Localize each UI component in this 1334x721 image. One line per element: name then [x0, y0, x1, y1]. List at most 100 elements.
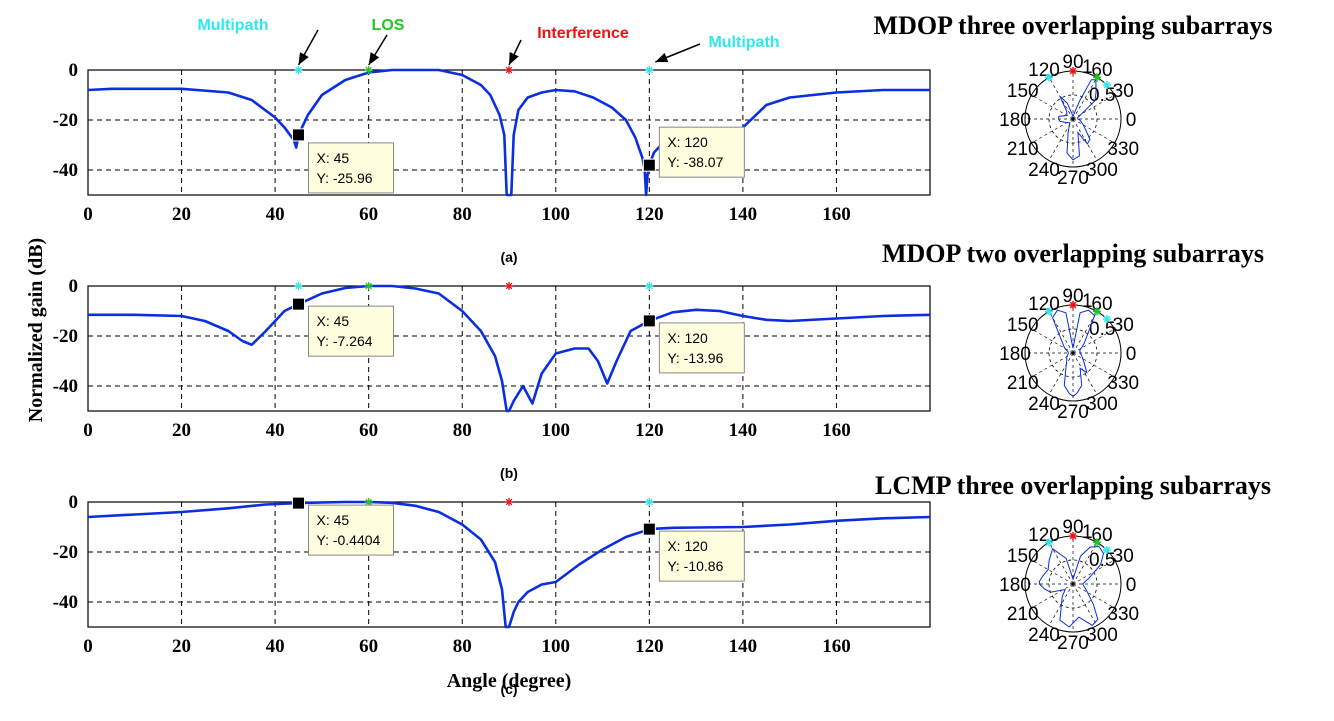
- polar-marker: [1069, 532, 1077, 540]
- annotation-arrowhead: [655, 52, 669, 63]
- datatip-y: Y: -13.96: [667, 350, 723, 366]
- polar-pattern: [1038, 546, 1105, 628]
- y-tick-label: -40: [53, 160, 78, 181]
- datatip-marker: [642, 522, 656, 536]
- marker-stroke: [295, 282, 302, 290]
- annotation-arrowhead: [298, 52, 309, 65]
- x-tick-label: 100: [542, 204, 571, 225]
- polar-angle-label: 330: [1107, 139, 1139, 160]
- annotation-arrowhead: [368, 52, 380, 65]
- polar-marker: [1045, 74, 1053, 81]
- direction-marker: [645, 498, 654, 506]
- polar-angle-label: 0: [1126, 575, 1137, 596]
- panel-sublabel: (c): [500, 681, 517, 697]
- x-axis-label: Angle (degree): [447, 670, 572, 692]
- datatip-y: Y: -10.86: [667, 558, 723, 574]
- gain-curve: [88, 500, 930, 629]
- polar-spoke: [1031, 559, 1074, 585]
- polar-spoke: [1072, 118, 1115, 144]
- polar-marker: [1103, 315, 1111, 323]
- polar-angle-label: 120: [1028, 60, 1060, 81]
- polar-angle-label: 30: [1113, 81, 1134, 102]
- x-tick-label: 160: [822, 636, 851, 657]
- datatip-marker: [292, 128, 305, 142]
- polar-spoke: [1072, 583, 1115, 609]
- polar-angle-label: 330: [1107, 604, 1139, 625]
- marker-stroke: [365, 66, 372, 74]
- y-tick-label: -20: [53, 326, 78, 347]
- x-tick-label: 40: [266, 420, 285, 441]
- plot-frame: [87, 501, 931, 628]
- polar-angle-label: 150: [1007, 546, 1039, 567]
- x-tick-label: 120: [635, 420, 664, 441]
- x-tick-label: 20: [172, 636, 191, 657]
- polar-angle-label: 330: [1107, 373, 1139, 394]
- direction-marker: [645, 282, 654, 290]
- gain-curve: [88, 284, 930, 413]
- polar-angle-label: 270: [1057, 402, 1089, 423]
- x-tick-label: 60: [359, 636, 378, 657]
- polar-angle-label: 180: [999, 110, 1031, 131]
- x-tick-label: 40: [266, 204, 285, 225]
- top-annotations: Multipath LOS Interference Multipath: [197, 17, 780, 66]
- polar-radial-label: 1: [1082, 522, 1093, 543]
- datatip-y: Y: -0.4404: [317, 532, 381, 548]
- panel-title: MDOP two overlapping subarrays: [882, 239, 1264, 268]
- y-tick-label: -40: [53, 376, 78, 397]
- x-tick-label: 80: [453, 204, 472, 225]
- polar-angle-label: 150: [1007, 315, 1039, 336]
- direction-marker: [294, 66, 303, 74]
- marker-stroke: [646, 66, 653, 74]
- polar-spoke: [1048, 311, 1074, 354]
- polar-marker: [1069, 301, 1077, 309]
- polar-angle-label: 210: [1007, 373, 1039, 394]
- marker-stroke: [646, 498, 653, 506]
- marker-stroke: [505, 66, 513, 74]
- direction-marker: [294, 282, 303, 290]
- polar-angle-label: 120: [1028, 525, 1060, 546]
- datatip-marker: [292, 496, 305, 510]
- annotation-label: Multipath: [197, 17, 268, 34]
- polar-spoke: [1072, 583, 1098, 626]
- polar-radial-label: 0.5: [1089, 550, 1115, 571]
- x-tick-label: 160: [822, 420, 851, 441]
- annotation-arrowhead: [509, 52, 519, 65]
- y-tick-label: -40: [53, 592, 78, 613]
- y-tick-label: 0: [69, 60, 79, 81]
- datatip-x: X: 120: [667, 134, 708, 150]
- x-tick-label: 0: [83, 204, 93, 225]
- panel-title: LCMP three overlapping subarrays: [875, 471, 1271, 500]
- datatip-x: X: 45: [317, 150, 350, 166]
- x-tick-label: 160: [822, 204, 851, 225]
- polar-angle-label: 300: [1086, 394, 1118, 415]
- polar-angle-label: 240: [1028, 394, 1060, 415]
- marker-stroke: [365, 282, 372, 290]
- plot-frame: [87, 285, 931, 412]
- polar-angle-label: 90: [1062, 286, 1083, 307]
- polar-spoke: [1072, 118, 1098, 161]
- datatip-x: X: 45: [317, 313, 350, 329]
- polar-angle-label: 180: [999, 344, 1031, 365]
- marker-stroke: [505, 282, 513, 290]
- polar-angle-label: 300: [1086, 160, 1118, 181]
- datatip-box: [308, 142, 394, 194]
- direction-marker: [505, 66, 513, 74]
- panel-2: 0 20 40 60 80 100 120 140 160 0 -20 -40 X: 45 Y: -7.2…: [53, 239, 1264, 481]
- polar-angle-label: 30: [1113, 546, 1134, 567]
- polar-marker: [1093, 539, 1101, 546]
- datatip-y: Y: -7.264: [317, 333, 373, 349]
- x-tick-label: 140: [729, 636, 758, 657]
- x-tick-label: 100: [542, 636, 571, 657]
- polar-pattern: [1052, 309, 1096, 397]
- gain-curve: [88, 68, 930, 197]
- x-tick-label: 140: [729, 204, 758, 225]
- datatip-box: [658, 530, 745, 582]
- polar-angle-label: 270: [1057, 633, 1089, 654]
- polar-spoke: [1072, 311, 1098, 354]
- datatip-x: X: 120: [667, 538, 708, 554]
- marker-stroke: [505, 498, 513, 506]
- datatip-x: X: 45: [317, 512, 350, 528]
